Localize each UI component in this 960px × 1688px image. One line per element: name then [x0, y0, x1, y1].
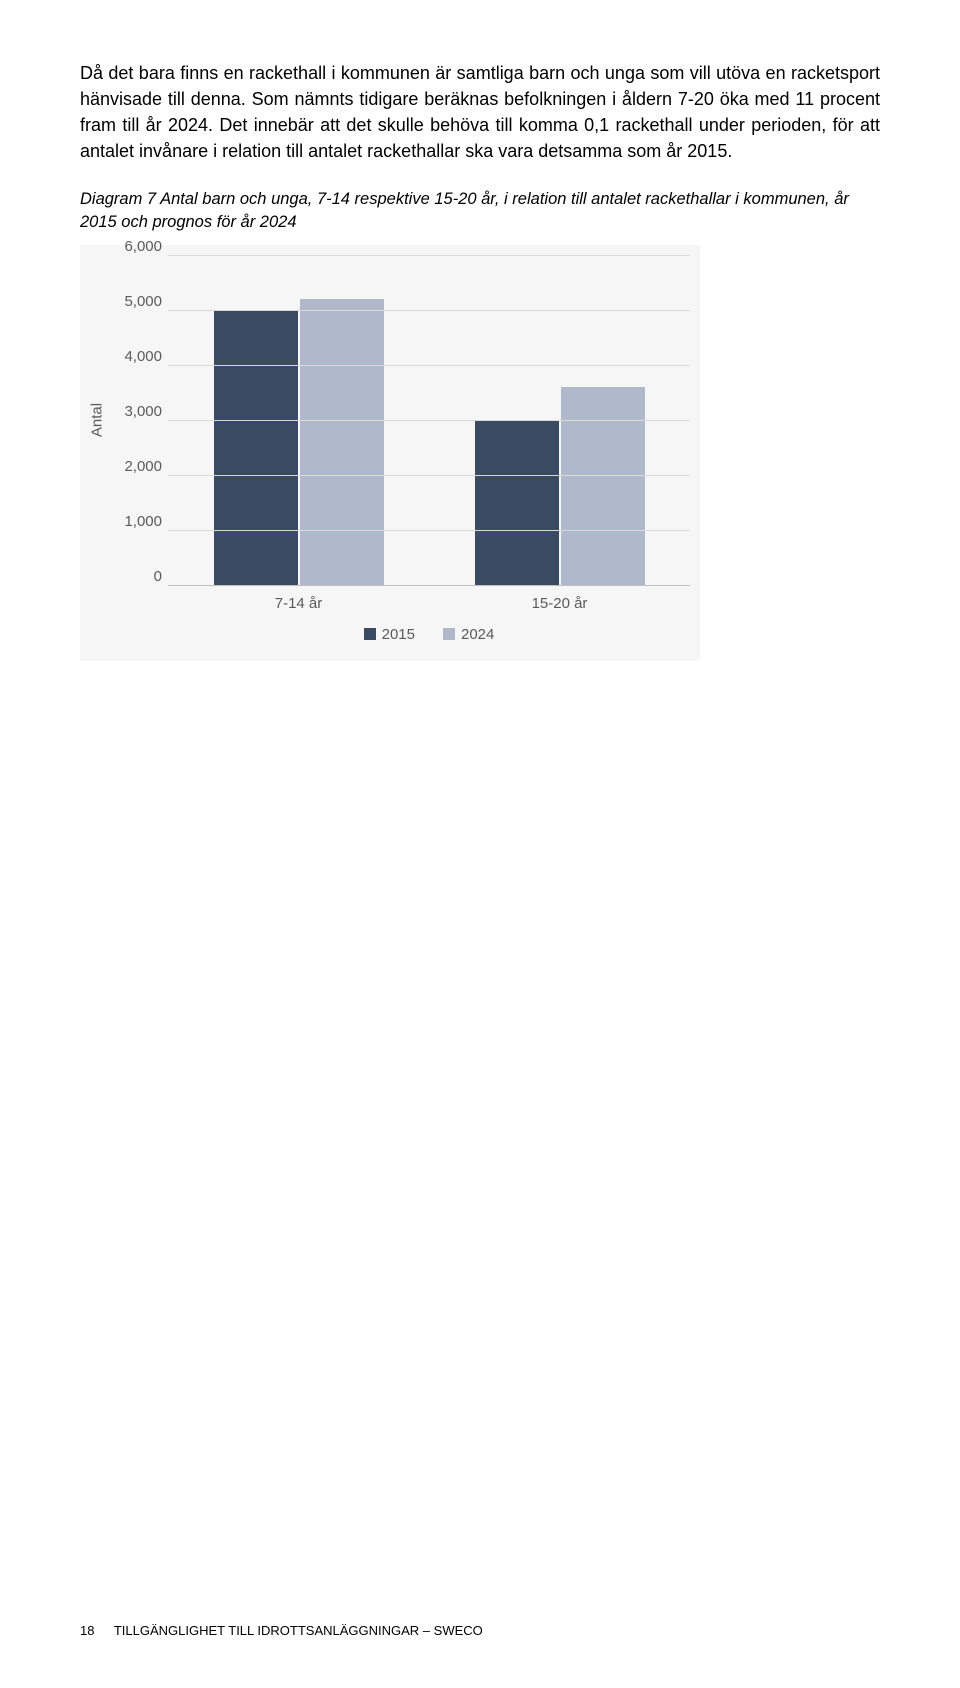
- footer-doc-title: TILLGÄNGLIGHET TILL IDROTTSANLÄGGNINGAR …: [114, 1623, 483, 1638]
- legend-swatch: [443, 628, 455, 640]
- legend-label: 2024: [461, 626, 494, 643]
- x-tick: 15-20 år: [429, 595, 690, 612]
- body-paragraph: Då det bara finns en rackethall i kommun…: [80, 60, 880, 164]
- y-axis-label: Antal: [88, 402, 105, 436]
- gridline: [168, 255, 690, 256]
- page-footer: 18 TILLGÄNGLIGHET TILL IDROTTSANLÄGGNING…: [80, 1623, 483, 1638]
- legend-swatch: [364, 628, 376, 640]
- legend-item: 2015: [364, 626, 415, 643]
- bar: [475, 420, 559, 585]
- legend-item: 2024: [443, 626, 494, 643]
- gridline: [168, 310, 690, 311]
- chart-legend: 2015 2024: [168, 626, 690, 643]
- gridline: [168, 365, 690, 366]
- chart-caption: Diagram 7 Antal barn och unga, 7-14 resp…: [80, 188, 880, 234]
- x-axis-ticks: 7-14 år15-20 år: [168, 595, 690, 612]
- legend-label: 2015: [382, 626, 415, 643]
- gridline: [168, 585, 690, 586]
- gridline: [168, 475, 690, 476]
- plot-area: [168, 255, 690, 585]
- x-tick: 7-14 år: [168, 595, 429, 612]
- bar: [300, 299, 384, 585]
- gridline: [168, 530, 690, 531]
- bar-chart: Antal 6,0005,0004,0003,0002,0001,0000 7-…: [80, 245, 700, 661]
- bar: [561, 387, 645, 585]
- bar: [214, 310, 298, 585]
- page-number: 18: [80, 1623, 94, 1638]
- gridline: [168, 420, 690, 421]
- y-axis-ticks: 6,0005,0004,0003,0002,0001,0000: [118, 255, 168, 585]
